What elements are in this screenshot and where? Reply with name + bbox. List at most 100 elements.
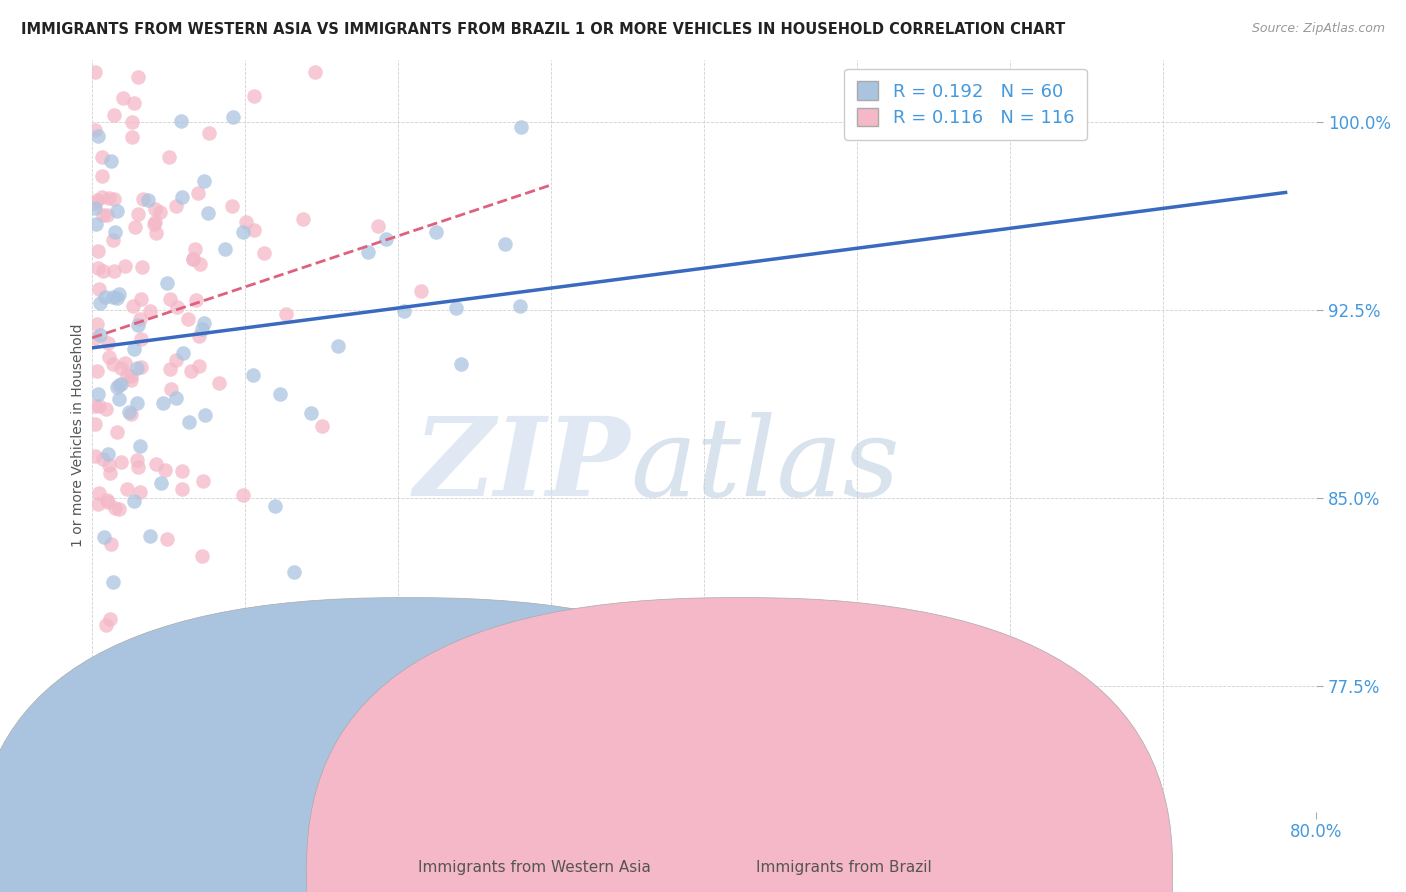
Point xyxy=(129,439,152,453)
Point xyxy=(375,231,398,245)
Point xyxy=(184,293,207,307)
Point xyxy=(129,360,152,375)
Point xyxy=(311,418,333,433)
Point xyxy=(100,153,122,168)
Point xyxy=(235,215,257,229)
Point xyxy=(89,327,111,342)
Point xyxy=(328,339,350,353)
Point xyxy=(103,108,125,122)
Point xyxy=(131,260,153,275)
Text: Source: ZipAtlas.com: Source: ZipAtlas.com xyxy=(1251,22,1385,36)
Point xyxy=(121,130,143,145)
Point xyxy=(114,797,136,811)
Point xyxy=(98,466,121,480)
Point xyxy=(84,123,107,137)
Point xyxy=(86,193,108,207)
Point xyxy=(110,455,132,469)
Point xyxy=(84,196,107,211)
Point xyxy=(91,263,114,277)
Point xyxy=(188,329,211,343)
Point xyxy=(94,401,117,416)
Point xyxy=(194,408,217,422)
Point xyxy=(110,361,132,376)
Point xyxy=(97,335,120,350)
Point xyxy=(115,368,138,382)
Point xyxy=(165,353,187,368)
Text: Immigrants from Brazil: Immigrants from Brazil xyxy=(756,861,932,875)
Point xyxy=(96,494,118,508)
Point xyxy=(131,332,153,346)
Y-axis label: 1 or more Vehicles in Household: 1 or more Vehicles in Household xyxy=(72,324,86,548)
Point xyxy=(86,217,108,231)
Point xyxy=(172,346,194,360)
Point xyxy=(170,483,193,497)
Point xyxy=(188,637,211,651)
Point xyxy=(125,396,148,410)
Point xyxy=(394,303,416,318)
Point xyxy=(166,300,188,314)
Point xyxy=(129,292,152,306)
Point xyxy=(94,290,117,304)
Point xyxy=(188,359,211,373)
Point xyxy=(152,396,174,410)
Point xyxy=(105,204,128,219)
Point xyxy=(124,219,146,234)
Point xyxy=(104,500,127,515)
Point xyxy=(242,368,264,382)
Point xyxy=(114,356,136,370)
Point xyxy=(87,261,110,276)
Point xyxy=(84,449,107,463)
Point xyxy=(150,475,173,490)
Point xyxy=(127,318,149,333)
Point xyxy=(127,459,149,474)
Point xyxy=(105,291,128,305)
Point xyxy=(208,376,231,390)
Point xyxy=(180,364,202,378)
Point xyxy=(145,457,167,471)
Point xyxy=(129,485,152,500)
Point xyxy=(100,537,122,551)
Point xyxy=(97,351,120,365)
Point xyxy=(169,113,191,128)
Point xyxy=(222,110,245,124)
Point xyxy=(187,186,209,200)
Point xyxy=(132,192,155,206)
Point xyxy=(243,223,266,237)
Point xyxy=(84,417,107,432)
Point xyxy=(87,282,110,296)
Point xyxy=(197,206,219,220)
Point xyxy=(160,382,183,396)
Point xyxy=(184,243,207,257)
Point xyxy=(110,376,132,391)
Point xyxy=(165,199,187,213)
Point xyxy=(124,342,146,356)
Point xyxy=(444,301,467,315)
Point xyxy=(494,237,516,252)
Point xyxy=(172,464,194,478)
Point xyxy=(181,252,204,267)
Point xyxy=(153,463,176,477)
Point xyxy=(91,208,114,222)
Point xyxy=(252,246,274,260)
Point xyxy=(90,169,112,184)
Point xyxy=(195,670,218,684)
Point xyxy=(87,399,110,413)
Point xyxy=(214,243,236,257)
Point xyxy=(125,452,148,467)
Point xyxy=(98,458,121,472)
Point xyxy=(143,215,166,229)
Point xyxy=(143,218,166,232)
Point xyxy=(181,252,204,266)
Point xyxy=(232,225,254,239)
Point xyxy=(153,772,176,786)
Point xyxy=(156,533,179,547)
Point xyxy=(188,257,211,271)
Point xyxy=(276,307,298,321)
Point xyxy=(243,89,266,103)
Point xyxy=(84,65,107,79)
Point xyxy=(193,173,215,187)
Point xyxy=(450,357,472,371)
Point xyxy=(103,233,125,247)
Point xyxy=(357,244,380,259)
Text: ZIP: ZIP xyxy=(415,412,631,519)
